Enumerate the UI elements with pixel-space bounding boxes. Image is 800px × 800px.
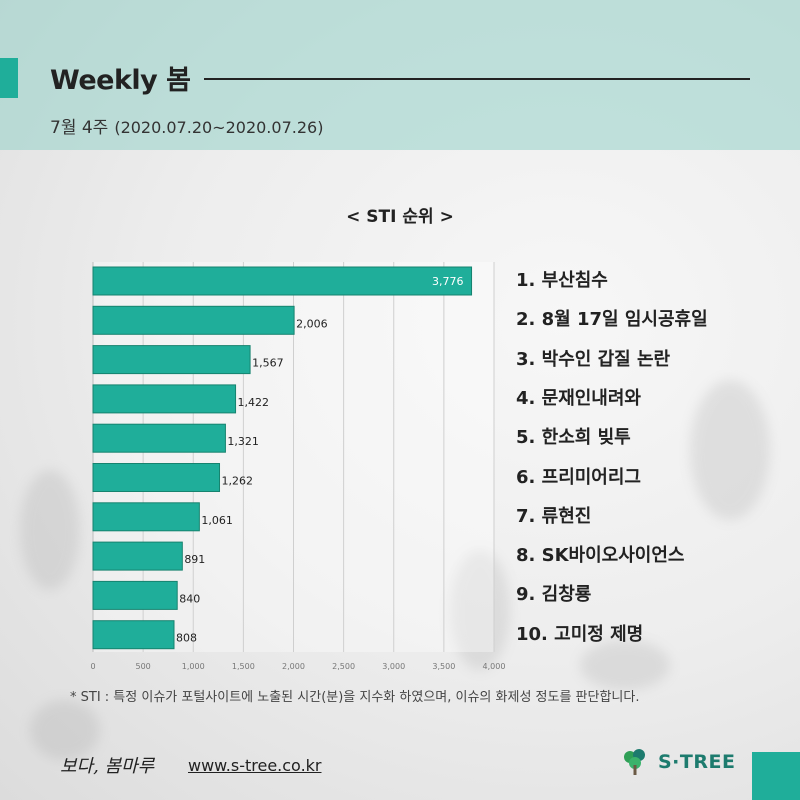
rank-item: 8. SK바이오사이언스 xyxy=(516,545,685,567)
bar-value-label: 1,061 xyxy=(201,514,233,527)
header-band xyxy=(0,0,800,150)
x-tick-label: 3,500 xyxy=(432,662,455,671)
corner-accent xyxy=(752,752,800,800)
bar xyxy=(92,502,200,532)
title-rule xyxy=(204,78,750,80)
x-tick-label: 0 xyxy=(90,662,95,671)
bar-value-label: 1,262 xyxy=(222,475,254,488)
background-figure xyxy=(450,550,510,670)
week-label: 7월 4주 xyxy=(50,118,109,138)
bar xyxy=(92,345,251,375)
rank-item: 6. 프리미어리그 xyxy=(516,466,641,488)
bar xyxy=(92,423,226,453)
chart-title: < STI 순위 > xyxy=(346,207,454,227)
rank-item: 10. 고미정 제명 xyxy=(516,623,644,645)
bar xyxy=(92,580,178,610)
page-title: Weekly 봄 xyxy=(50,65,191,96)
background-figure xyxy=(20,470,80,590)
bar-value-label: 1,422 xyxy=(238,396,269,409)
bar-value-label: 1,567 xyxy=(252,357,283,370)
background-figure xyxy=(580,640,670,690)
x-tick-label: 1,000 xyxy=(182,662,205,671)
tree-icon xyxy=(620,747,650,777)
rank-item: 9. 김창룡 xyxy=(516,584,592,606)
bar-value-label: 3,776 xyxy=(432,275,464,288)
bar xyxy=(92,541,183,571)
footnote: * STI : 특정 이슈가 포털사이트에 노출된 시간(분)을 지수화 하였으… xyxy=(70,690,640,705)
website-link[interactable]: www.s-tree.co.kr xyxy=(188,756,322,775)
background-figure xyxy=(690,380,770,520)
date-range: (2020.07.20~2020.07.26) xyxy=(114,118,324,137)
x-tick-label: 2,500 xyxy=(332,662,355,671)
x-tick-label: 3,000 xyxy=(382,662,405,671)
brand-signature: 보다, 봄마루 xyxy=(60,756,155,777)
background-figure xyxy=(30,700,100,760)
logo-text: S·TREE xyxy=(658,751,736,773)
bar-value-label: 891 xyxy=(184,553,205,566)
rank-item: 4. 문재인내려와 xyxy=(516,387,641,409)
bar xyxy=(92,305,295,335)
bar-value-label: 840 xyxy=(179,592,200,605)
bar-value-label: 1,321 xyxy=(227,435,258,448)
header-accent xyxy=(0,58,18,98)
rank-item: 2. 8월 17일 임시공휴일 xyxy=(516,309,708,331)
x-tick-label: 4,000 xyxy=(483,662,506,671)
bar xyxy=(92,266,473,296)
bar xyxy=(92,384,237,414)
page-subtitle: 7월 4주 (2020.07.20~2020.07.26) xyxy=(50,113,323,138)
rank-item: 1. 부산침수 xyxy=(516,270,608,291)
bar-value-label: 808 xyxy=(176,632,197,645)
x-tick-label: 1,500 xyxy=(232,662,255,671)
bar xyxy=(92,463,221,492)
stree-logo: S·TREE xyxy=(620,747,735,777)
rank-item: 7. 류현진 xyxy=(516,505,592,527)
rank-item: 5. 한소희 빚투 xyxy=(516,427,631,449)
bar-value-label: 2,006 xyxy=(296,317,328,330)
x-tick-label: 2,000 xyxy=(282,662,305,671)
bar xyxy=(92,620,175,650)
x-tick-label: 500 xyxy=(135,662,150,671)
rank-item: 3. 박수인 갑질 논란 xyxy=(516,348,671,370)
